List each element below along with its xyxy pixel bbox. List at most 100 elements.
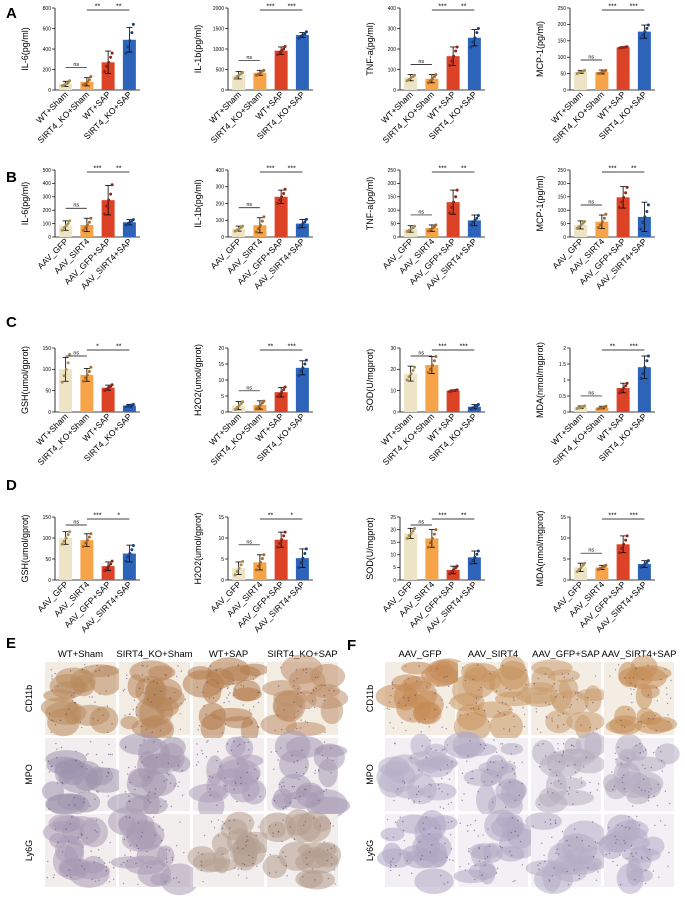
- cell-nucleus: [277, 685, 280, 687]
- y-tick-label: 50: [560, 71, 566, 77]
- cell-nucleus: [289, 826, 291, 828]
- cell-nucleus: [418, 769, 420, 771]
- bar: [122, 405, 136, 412]
- cell-nucleus: [330, 856, 333, 859]
- data-point: [434, 355, 438, 359]
- bar: [59, 369, 73, 412]
- significance-label: ns: [246, 539, 252, 545]
- cell-nucleus: [550, 782, 552, 784]
- cell-nucleus: [623, 850, 626, 852]
- significance-label: ns: [418, 209, 424, 215]
- cell-nucleus: [177, 765, 180, 767]
- data-point: [124, 559, 128, 563]
- data-point: [283, 530, 287, 534]
- cell-nucleus: [169, 697, 171, 699]
- cell-nucleus: [283, 785, 285, 787]
- cell-nucleus: [440, 777, 443, 780]
- tissue-lobule: [545, 709, 573, 734]
- cell-nucleus: [422, 822, 424, 824]
- significance-label: ***: [93, 166, 101, 173]
- tissue-lobule: [314, 744, 348, 758]
- cell-nucleus: [326, 757, 329, 759]
- cell-nucleus: [389, 701, 391, 703]
- data-point: [641, 220, 645, 224]
- bar: [467, 37, 481, 90]
- cell-nucleus: [483, 709, 486, 712]
- cell-nucleus: [332, 759, 334, 762]
- cell-nucleus: [57, 841, 59, 844]
- cell-nucleus: [445, 706, 448, 708]
- cell-nucleus: [447, 803, 450, 805]
- cell-nucleus: [96, 831, 98, 833]
- cell-nucleus: [133, 699, 136, 702]
- significance-label: ns: [418, 351, 424, 357]
- cell-nucleus: [554, 819, 557, 822]
- data-point: [476, 27, 480, 30]
- data-point: [473, 36, 477, 40]
- data-point: [430, 363, 434, 367]
- cell-nucleus: [562, 696, 565, 698]
- cell-nucleus: [554, 696, 557, 698]
- data-point: [430, 77, 434, 81]
- cell-nucleus: [154, 792, 156, 795]
- cell-nucleus: [201, 853, 203, 856]
- cell-nucleus: [298, 778, 300, 781]
- data-point: [455, 564, 459, 568]
- cell-nucleus: [48, 808, 50, 810]
- cell-nucleus: [272, 832, 274, 834]
- cell-nucleus: [574, 763, 576, 766]
- cell-nucleus: [626, 857, 628, 860]
- cell-nucleus: [441, 699, 443, 701]
- tissue-lobule: [576, 688, 609, 702]
- cell-nucleus: [549, 823, 552, 825]
- cell-nucleus: [143, 679, 145, 681]
- data-point: [258, 403, 262, 407]
- y-axis-label: SOD(U/mgprot): [365, 349, 375, 412]
- cell-nucleus: [200, 869, 203, 871]
- tissue-lobule: [546, 770, 567, 802]
- cell-nucleus: [229, 692, 231, 694]
- cell-nucleus: [314, 676, 316, 679]
- data-point: [278, 392, 282, 396]
- cell-nucleus: [633, 688, 635, 691]
- cell-nucleus: [237, 745, 239, 747]
- cell-nucleus: [71, 816, 73, 818]
- cell-nucleus: [286, 875, 288, 877]
- cell-nucleus: [556, 774, 558, 777]
- cell-nucleus: [546, 717, 548, 719]
- y-tick-label: 0: [393, 88, 396, 94]
- cell-nucleus: [137, 822, 140, 824]
- data-point: [87, 535, 91, 539]
- bar: [446, 569, 460, 580]
- data-point: [426, 81, 430, 85]
- cell-nucleus: [211, 776, 214, 779]
- cell-nucleus: [223, 701, 225, 704]
- cell-nucleus: [410, 757, 412, 759]
- tissue-lobule: [546, 751, 566, 775]
- data-point: [301, 366, 305, 370]
- cell-nucleus: [413, 802, 415, 804]
- cell-nucleus: [429, 851, 432, 853]
- cell-nucleus: [51, 765, 53, 767]
- cell-nucleus: [666, 693, 668, 696]
- tissue-lobule: [202, 678, 222, 704]
- cell-nucleus: [108, 767, 110, 770]
- data-point: [604, 404, 608, 408]
- cell-nucleus: [666, 675, 668, 677]
- cell-nucleus: [106, 731, 109, 733]
- cell-nucleus: [94, 829, 96, 832]
- cell-nucleus: [326, 859, 328, 862]
- data-point: [66, 222, 70, 226]
- cell-nucleus: [300, 692, 302, 694]
- cell-nucleus: [330, 847, 333, 849]
- cell-nucleus: [632, 805, 634, 807]
- ihc-column-label: AAV_GFP+SAP: [532, 649, 600, 660]
- cell-nucleus: [86, 837, 88, 839]
- cell-nucleus: [326, 849, 329, 851]
- cell-nucleus: [81, 865, 83, 867]
- cell-nucleus: [551, 720, 553, 722]
- cell-nucleus: [617, 746, 620, 748]
- cell-nucleus: [389, 722, 391, 724]
- cell-nucleus: [295, 669, 298, 671]
- cell-nucleus: [108, 881, 111, 883]
